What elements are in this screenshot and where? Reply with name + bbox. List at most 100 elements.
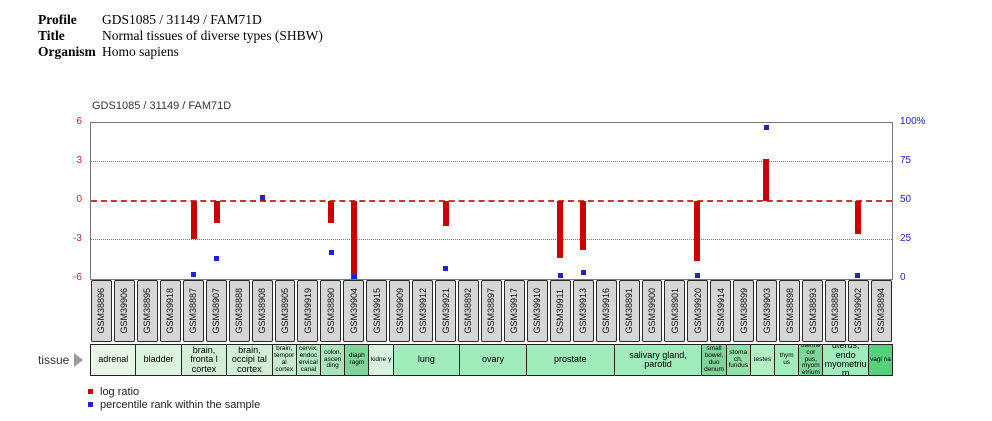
y-axis-tick-label: 0 xyxy=(76,194,82,205)
sample-label-box: GSM39916 xyxy=(595,280,617,342)
sample-id-text: GSM38887 xyxy=(188,288,199,334)
log-ratio-bar xyxy=(557,201,564,259)
sample-label-box: GSM38894 xyxy=(870,280,892,342)
profile-value: GDS1085 / 31149 / FAM71D xyxy=(102,12,262,27)
tissue-name-text: uterus, endo myometrium xyxy=(824,344,867,376)
sample-id-text: GSM39904 xyxy=(348,288,359,334)
chart-legend: log ratio percentile rank within the sam… xyxy=(88,385,260,411)
header-row-title: Title Normal tissues of diverse types (S… xyxy=(38,28,323,44)
sample-id-text: GSM39909 xyxy=(394,288,405,334)
sample-id-text: GSM39917 xyxy=(509,288,520,334)
sample-label-box: GSM38901 xyxy=(664,280,686,342)
percentile-marker xyxy=(580,270,586,276)
percentile-marker xyxy=(351,274,357,279)
tissue-cell: stoma ch, fundus xyxy=(725,344,751,376)
percentile-marker xyxy=(763,125,769,131)
tissue-name-text: brain, occipi tal cortex xyxy=(231,344,267,374)
profile-header: Profile GDS1085 / 31149 / FAM71D Title N… xyxy=(38,12,323,60)
y-axis-tick-label: 50 xyxy=(900,194,912,205)
tissue-name-text: colon, ascen ding xyxy=(323,348,342,370)
arrow-right-icon xyxy=(74,353,84,367)
sample-label-box: GSM39903 xyxy=(756,280,778,342)
percentile-label: percentile rank within the sample xyxy=(100,398,261,411)
sample-label-box: GSM38891 xyxy=(618,280,640,342)
sample-label-box: GSM38887 xyxy=(182,280,204,342)
tissue-cell: thym us xyxy=(774,344,800,376)
tissue-cell: prostate xyxy=(525,344,615,376)
sample-id-text: GSM38895 xyxy=(142,288,153,334)
tissue-group-row: adrenal bladder brain, fronta l cortex brai… xyxy=(90,344,894,376)
tissue-name-text: adrenal xyxy=(98,354,129,365)
y-axis-tick-label: 6 xyxy=(76,116,82,127)
sample-id-text: GSM39914 xyxy=(715,288,726,334)
tissue-cell: kidne y xyxy=(368,344,394,376)
percentile-marker xyxy=(694,273,700,279)
log-ratio-bar xyxy=(580,201,587,251)
percentile-marker xyxy=(328,249,334,255)
sample-label-box: GSM39918 xyxy=(159,280,181,342)
tissue-axis-label-text: tissue xyxy=(38,353,70,367)
sample-label-box: GSM38908 xyxy=(251,280,273,342)
sample-label-box: GSM39911 xyxy=(549,280,571,342)
sample-id-text: GSM38889 xyxy=(830,288,841,334)
sample-id-text: GSM39915 xyxy=(371,288,382,334)
tissue-cell: adrenal xyxy=(90,344,137,376)
profile-label: Profile xyxy=(38,12,77,27)
sample-id-text: GSM38899 xyxy=(738,288,749,334)
tissue-name-text: stoma ch, fundus xyxy=(728,348,748,370)
sample-id-text: GSM38901 xyxy=(669,288,680,334)
sample-label-box: GSM39904 xyxy=(343,280,365,342)
tissue-name-text: small bowel, duo denum xyxy=(704,345,724,373)
sample-id-text: GSM38907 xyxy=(211,288,222,334)
tissue-name-text: ovary xyxy=(482,354,505,365)
sample-label-box: GSM38897 xyxy=(480,280,502,342)
legend-item-log-ratio: log ratio xyxy=(88,385,260,398)
sample-label-box: GSM38905 xyxy=(274,280,296,342)
log-ratio-bar xyxy=(190,201,197,239)
tissue-axis-label: tissue xyxy=(38,353,84,367)
title-value: Normal tissues of diverse types (SHBW) xyxy=(102,28,323,43)
sample-label-box: GSM39914 xyxy=(710,280,732,342)
sample-id-text: GSM39912 xyxy=(417,288,428,334)
left-axis-labels: 6 3 0 -3 -6 xyxy=(58,117,86,283)
y-axis-tick-label: 75 xyxy=(900,155,912,166)
log-ratio-bar xyxy=(351,201,358,279)
percentile-marker xyxy=(443,265,449,271)
sample-label-box: GSM39909 xyxy=(389,280,411,342)
tissue-cell: uterus, endo myometrium xyxy=(822,344,869,376)
sample-id-text: GSM38898 xyxy=(784,288,795,334)
percentile-swatch xyxy=(88,402,93,407)
sample-label-box: GSM39920 xyxy=(687,280,709,342)
sample-label-box: GSM39900 xyxy=(641,280,663,342)
sample-label-box: GSM38896 xyxy=(91,280,112,342)
tissue-name-text: brain, fronta l cortex xyxy=(190,344,218,374)
header-row-organism: Organism Homo sapiens xyxy=(38,44,323,60)
sample-id-text: GSM38888 xyxy=(234,288,245,334)
log-ratio-swatch xyxy=(88,389,93,394)
sample-id-text: GSM39921 xyxy=(440,288,451,334)
sample-label-box: GSM38899 xyxy=(733,280,755,342)
sample-id-text: GSM38894 xyxy=(876,288,887,334)
y-axis-tick-label: -3 xyxy=(73,233,82,244)
tissue-name-text: lung xyxy=(417,354,435,365)
percentile-marker xyxy=(214,256,220,262)
sample-id-text: GSM39900 xyxy=(646,288,657,334)
sample-label-box: GSM38890 xyxy=(320,280,342,342)
sample-label-row: GSM38896 GSM39906 GSM38895 GSM39918 GSM38887… xyxy=(90,280,893,342)
gridline-zero xyxy=(91,200,892,202)
sample-id-text: GSM39902 xyxy=(853,288,864,334)
log-ratio-bar xyxy=(442,201,449,226)
tissue-name-text: diaph ragm xyxy=(348,352,365,366)
legend-item-percentile: percentile rank within the sample xyxy=(88,398,260,411)
percentile-marker xyxy=(260,195,266,201)
sample-label-box: GSM39919 xyxy=(297,280,319,342)
log-ratio-bar xyxy=(213,201,220,224)
sample-id-text: GSM38893 xyxy=(807,288,818,334)
sample-id-text: GSM38890 xyxy=(325,288,336,334)
right-axis-labels: 100% 75 50 25 0 xyxy=(896,117,936,283)
tissue-cell: diaph ragm xyxy=(344,344,370,376)
log-ratio-bar xyxy=(328,201,335,224)
sample-label-box: GSM38893 xyxy=(802,280,823,342)
sample-label-box: GSM38888 xyxy=(228,280,250,342)
